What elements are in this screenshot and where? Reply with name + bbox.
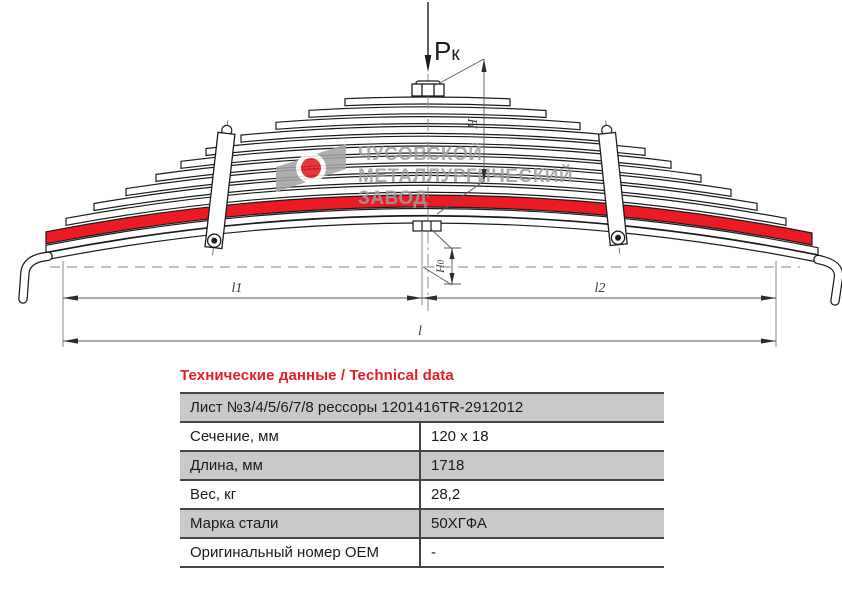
table-row: Оригинальный номер OEM - bbox=[180, 539, 664, 568]
dimension-H0: H0 bbox=[422, 228, 461, 286]
table-title: Технические данные / Technical data bbox=[180, 367, 454, 384]
center-bolt-bottom bbox=[412, 220, 442, 232]
right-clamp bbox=[597, 120, 628, 254]
right-end-hook bbox=[813, 254, 842, 306]
row-value-cell: 1718 bbox=[419, 452, 664, 479]
svg-text:ЗАВОД: ЗАВОД bbox=[358, 188, 427, 209]
extension-lines bbox=[62, 231, 777, 347]
technical-data-table: Лист №3/4/5/6/7/8 рессоры 1201416TR-2912… bbox=[180, 392, 664, 568]
dimension-l1: l1 bbox=[63, 281, 422, 301]
center-bolt-top bbox=[411, 80, 445, 97]
leaf-spring-drawing: ЧУСОВСКОЙ МЕТАЛЛУРГИЧЕСКИЙ ЗАВОД Pк bbox=[18, 2, 842, 347]
row-label-cell: Марка стали bbox=[190, 515, 279, 532]
row-label-cell: Оригинальный номер OEM bbox=[190, 544, 380, 561]
left-clamp bbox=[204, 120, 236, 258]
dim-l-label: l bbox=[418, 324, 422, 339]
dim-l1-label: l1 bbox=[232, 281, 243, 296]
leaf-path bbox=[308, 106, 547, 119]
row-value-cell: - bbox=[419, 539, 664, 566]
load-force-arrow: Pк bbox=[424, 2, 460, 72]
table-row: Вес, кг 28,2 bbox=[180, 481, 664, 510]
dim-l2-label: l2 bbox=[595, 281, 606, 296]
dim-H0-label: H0 bbox=[433, 259, 447, 274]
dim-H-label: H bbox=[466, 118, 481, 130]
row-value-cell: 120 x 18 bbox=[419, 423, 664, 450]
leaf-path bbox=[205, 135, 646, 157]
dimension-l: l bbox=[63, 324, 776, 344]
watermark-text: ЧУСОВСКОЙ МЕТАЛЛУРГИЧЕСКИЙ ЗАВОД bbox=[358, 143, 573, 209]
force-label: Pк bbox=[434, 36, 460, 66]
svg-text:МЕТАЛЛУРГИЧЕСКИЙ: МЕТАЛЛУРГИЧЕСКИЙ bbox=[358, 165, 573, 187]
row-label-cell: Сечение, мм bbox=[190, 428, 279, 445]
row-label-cell: Длина, мм bbox=[190, 457, 263, 474]
svg-text:ЧУСОВСКОЙ: ЧУСОВСКОЙ bbox=[358, 143, 482, 165]
table-row: Длина, мм 1718 bbox=[180, 452, 664, 481]
dimension-H: H bbox=[435, 58, 487, 215]
table-header-row: Лист №3/4/5/6/7/8 рессоры 1201416TR-2912… bbox=[180, 394, 664, 423]
dimension-l2: l2 bbox=[422, 281, 776, 301]
table-row: Сечение, мм 120 x 18 bbox=[180, 423, 664, 452]
table-row: Марка стали 50ХГФА bbox=[180, 510, 664, 539]
row-label-cell: Вес, кг bbox=[190, 486, 237, 503]
row-value-cell: 28,2 bbox=[419, 481, 664, 508]
table-header-text: Лист №3/4/5/6/7/8 рессоры 1201416TR-2912… bbox=[190, 399, 524, 416]
watermark-logo bbox=[276, 144, 346, 192]
row-value-cell: 50ХГФА bbox=[419, 510, 664, 537]
left-end-hook bbox=[18, 251, 53, 304]
